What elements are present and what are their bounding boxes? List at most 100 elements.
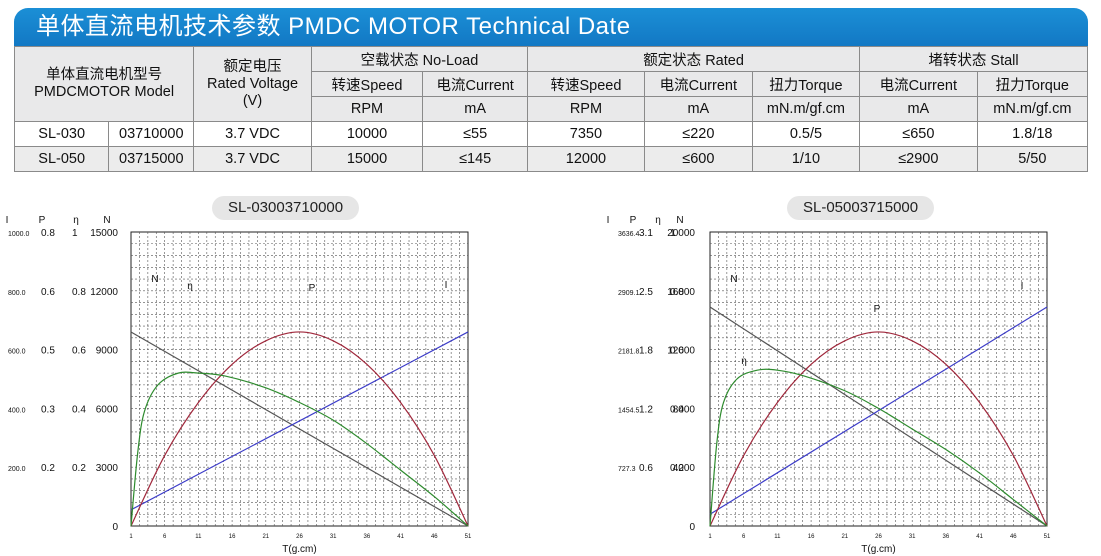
y-tick-label: 0.4 [670,404,684,415]
y-tick-label: 0.6 [670,346,684,357]
x-tick-label: 1 [129,534,133,540]
x-tick-label: 21 [841,534,848,540]
noload-current-header: 电流Current [422,71,529,97]
voltage-header-en: Rated Voltage [206,75,299,92]
y-tick-label: 600.0 [8,349,26,356]
rated-speed-unit: RPM [527,96,645,122]
group-noload: 空载状态 No-Load [310,46,529,72]
model-header-cn: 单体直流电机型号 [46,67,163,83]
table-row: SL-050 03715000 3.7 VDC 15000 ≤145 12000… [13,146,1089,172]
chart-title-right: SL-05003715000 [787,196,935,220]
y-tick-label: 0.4 [72,404,86,415]
x-tick-label: 11 [195,534,202,540]
y-tick-label: 0.2 [41,463,55,474]
y-tick-label: 1 [72,228,78,239]
series-eta-line [130,371,469,527]
series-P-line [709,331,1048,527]
x-axis-label: T(g.cm) [282,544,316,555]
y-tick-label: 9000 [96,346,119,357]
x-tick-label: 46 [431,534,438,540]
x-tick-label: 51 [465,534,472,540]
cell-noload-speed: 15000 [310,146,424,172]
noload-speed-unit: RPM [310,96,424,122]
series-eta-line [709,368,1048,527]
noload-current-unit: mA [422,96,529,122]
y-tick-label: 2909.1 [618,290,640,297]
x-tick-label: 6 [163,534,167,540]
page-title: 单体直流电机技术参数 PMDC MOTOR Technical Date [14,8,1088,46]
y-tick-label: 0.6 [639,463,653,474]
cell-rated-current: ≤600 [643,146,753,172]
y-tick-label: 0.5 [41,346,55,357]
series-P-line [130,331,469,527]
x-axis-label: T(g.cm) [861,544,895,555]
curve-label-I: I [1021,281,1024,292]
cell-stall-current: ≤650 [859,121,978,147]
series-I-line [130,331,469,511]
x-tick-label: 21 [262,534,269,540]
series-I-line [709,306,1048,515]
x-tick-label: 46 [1010,534,1017,540]
y-tick-label: 727.3 [618,466,636,473]
voltage-header-unit: (V) [242,92,263,109]
y-tick-label: 8000 [673,404,696,415]
rated-torque-unit: mN.m/gf.cm [751,96,861,122]
x-tick-label: 16 [808,534,815,540]
x-tick-label: 41 [976,534,983,540]
y-tick-label: 2181.8 [618,349,640,356]
y-tick-label: 1454.5 [618,407,640,414]
x-tick-label: 41 [397,534,404,540]
y-tick-label: 0 [112,522,118,533]
model-header: 单体直流电机型号 PMDCMOTOR Model [13,46,195,122]
table-row: SL-030 03710000 3.7 VDC 10000 ≤55 7350 ≤… [13,121,1089,147]
axis-header-2: η [655,215,661,226]
series-N-line [709,306,1048,527]
curve-label-eta: η [187,281,193,292]
curve-label-I: I [445,280,448,291]
y-tick-label: 800.0 [8,290,26,297]
y-tick-label: 2.5 [639,287,653,298]
y-tick-label: 1 [670,228,676,239]
axis-header-0: I [6,215,9,226]
y-tick-label: 0.8 [72,287,86,298]
group-stall: 堵转状态 Stall [859,46,1088,72]
x-tick-label: 16 [229,534,236,540]
x-tick-label: 31 [330,534,337,540]
rated-torque-header: 扭力Torque [751,71,861,97]
x-tick-label: 11 [774,534,781,540]
cell-stall-torque: 1.8/18 [976,121,1089,147]
cell-model: SL-050 [13,146,110,172]
y-tick-label: 1.8 [639,346,653,357]
rated-speed-header: 转速Speed [527,71,645,97]
y-tick-label: 1.2 [639,404,653,415]
y-tick-label: 0.6 [41,287,55,298]
spec-table: 单体直流电机型号 PMDCMOTOR Model 额定电压 Rated Volt… [13,46,1089,172]
y-tick-label: 200.0 [8,466,26,473]
cell-model: SL-030 [13,121,110,147]
y-tick-label: 4000 [673,463,696,474]
axis-header-1: P [630,215,637,226]
axis-header-1: P [39,215,46,226]
y-tick-label: 400.0 [8,407,26,414]
cell-rated-speed: 7350 [527,121,645,147]
y-tick-label: 0.2 [72,463,86,474]
x-tick-label: 31 [909,534,916,540]
cell-stall-current: ≤2900 [859,146,978,172]
y-tick-label: 6000 [96,404,119,415]
y-tick-label: 12000 [90,287,118,298]
x-tick-label: 26 [296,534,303,540]
x-tick-label: 6 [742,534,746,540]
cell-rated-current: ≤220 [643,121,753,147]
rated-current-unit: mA [643,96,753,122]
curve-label-N: N [730,274,737,285]
curve-label-P: P [309,283,316,294]
cell-voltage: 3.7 VDC [193,146,312,172]
axis-header-0: I [607,215,610,226]
axis-header-3: N [676,215,683,226]
cell-voltage: 3.7 VDC [193,121,312,147]
stall-current-unit: mA [859,96,978,122]
model-header-en: PMDCMOTOR Model [34,84,175,100]
cell-rated-torque: 1/10 [751,146,861,172]
y-tick-label: 12000 [667,346,695,357]
